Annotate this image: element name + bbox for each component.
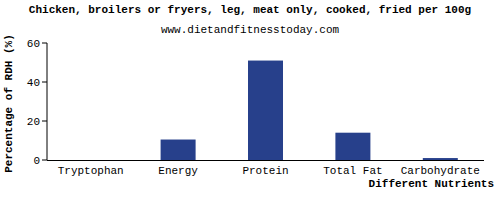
bar — [423, 158, 458, 160]
y-axis-label: Percentage of RDH (%) — [3, 34, 15, 173]
x-tick-label: Protein — [242, 165, 288, 177]
x-tick-label: Total Fat — [323, 165, 382, 177]
y-tick — [42, 82, 47, 83]
chart-container: Chicken, broilers or fryers, leg, meat o… — [0, 0, 500, 200]
y-tick-label: 60 — [27, 38, 40, 50]
y-tick-label: 20 — [27, 116, 40, 128]
subtitle: www.dietandfitnesstoday.com — [161, 24, 340, 36]
x-axis-line — [47, 160, 484, 161]
y-tick — [42, 121, 47, 122]
bars — [161, 61, 458, 160]
y-axis-line — [47, 43, 48, 160]
bar — [73, 160, 108, 161]
x-tick-label: Energy — [158, 165, 198, 177]
y-tick-label: 0 — [33, 155, 40, 167]
x-axis-label: Different Nutrients — [369, 178, 494, 190]
y-tick-label: 40 — [27, 77, 40, 89]
x-tick-label: Carbohydrate — [401, 165, 480, 177]
y-tick — [42, 43, 47, 44]
bar — [248, 61, 283, 160]
title: Chicken, broilers or fryers, leg, meat o… — [29, 4, 471, 16]
chart-svg: Chicken, broilers or fryers, leg, meat o… — [0, 0, 500, 200]
bar — [335, 133, 370, 160]
bar — [161, 140, 196, 160]
x-tick-label: Tryptophan — [58, 165, 124, 177]
y-tick — [42, 160, 47, 161]
